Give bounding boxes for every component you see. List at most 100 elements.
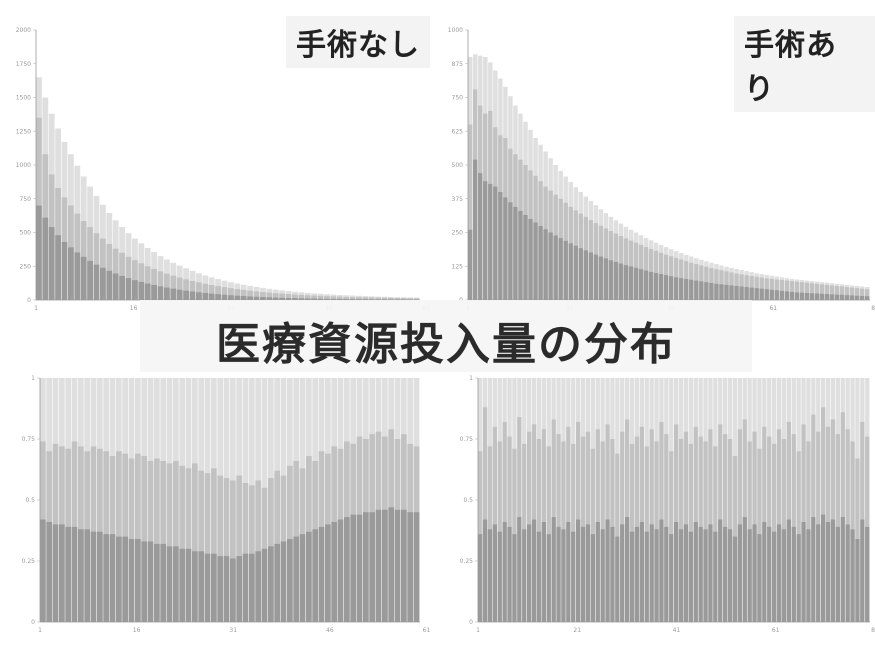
bar bbox=[65, 526, 72, 622]
bar bbox=[654, 529, 659, 622]
bar bbox=[330, 296, 337, 300]
bar bbox=[512, 534, 517, 622]
bar bbox=[610, 526, 615, 622]
bar bbox=[523, 214, 528, 300]
chart-svg-top-right: 01252503755006257508751000121416181 bbox=[448, 27, 875, 312]
bar bbox=[394, 509, 401, 622]
bar bbox=[228, 295, 234, 300]
bar bbox=[242, 482, 249, 622]
bar bbox=[183, 279, 189, 300]
y-tick-label: 750 bbox=[20, 196, 32, 203]
bar bbox=[80, 256, 87, 300]
bar bbox=[468, 124, 473, 300]
bar bbox=[317, 295, 324, 300]
bar bbox=[762, 521, 767, 622]
bar bbox=[138, 263, 145, 300]
bar bbox=[112, 273, 119, 300]
bar bbox=[566, 521, 571, 622]
bar bbox=[669, 276, 674, 300]
bar bbox=[679, 278, 684, 300]
bar bbox=[648, 271, 654, 300]
bar bbox=[781, 529, 787, 622]
bar bbox=[55, 235, 61, 300]
bar bbox=[503, 197, 508, 300]
bar bbox=[688, 531, 693, 622]
bar bbox=[598, 256, 604, 300]
bar bbox=[605, 519, 610, 622]
bar bbox=[325, 524, 331, 622]
x-tick-label: 61 bbox=[423, 627, 431, 634]
bar bbox=[784, 280, 790, 300]
bar bbox=[304, 298, 311, 300]
bar bbox=[864, 289, 870, 300]
bar bbox=[806, 529, 811, 622]
y-tick-label: 0.25 bbox=[460, 558, 474, 565]
bar bbox=[185, 468, 192, 622]
bar bbox=[543, 229, 548, 300]
x-tick-label: 21 bbox=[573, 627, 581, 634]
bar bbox=[689, 279, 694, 300]
bar bbox=[279, 293, 285, 300]
x-tick-label: 16 bbox=[133, 627, 141, 634]
bar bbox=[663, 275, 669, 300]
bar bbox=[100, 267, 106, 300]
bar bbox=[855, 539, 860, 622]
bar bbox=[166, 546, 173, 622]
bar bbox=[608, 260, 614, 300]
bar bbox=[164, 273, 170, 300]
bar bbox=[779, 280, 784, 300]
bar bbox=[336, 296, 343, 301]
bar bbox=[176, 277, 183, 300]
bar bbox=[809, 293, 815, 300]
bar bbox=[381, 297, 388, 300]
bar bbox=[157, 271, 164, 300]
bar bbox=[819, 284, 825, 300]
bar bbox=[61, 241, 68, 300]
bar bbox=[311, 295, 317, 300]
bar bbox=[160, 543, 167, 622]
bar bbox=[48, 227, 55, 300]
bar bbox=[160, 460, 167, 622]
bar bbox=[744, 287, 749, 300]
title-banner: 医療資源投入量の分布 bbox=[140, 300, 752, 372]
bar bbox=[658, 274, 664, 300]
bar bbox=[518, 210, 523, 300]
bar bbox=[215, 286, 221, 300]
bar bbox=[147, 460, 154, 622]
bar bbox=[789, 291, 795, 300]
bar bbox=[388, 297, 394, 300]
bar bbox=[266, 292, 273, 300]
bar bbox=[573, 245, 578, 300]
bar bbox=[198, 470, 205, 622]
bar bbox=[786, 519, 791, 622]
bar bbox=[644, 531, 649, 622]
bar bbox=[318, 526, 325, 622]
bar bbox=[78, 529, 84, 622]
bar bbox=[106, 270, 113, 300]
bar bbox=[546, 534, 551, 622]
bar bbox=[769, 289, 774, 300]
y-tick-label: 250 bbox=[452, 230, 464, 237]
bar bbox=[240, 296, 247, 300]
bar bbox=[859, 288, 865, 300]
bar bbox=[144, 266, 151, 300]
bar bbox=[583, 250, 588, 300]
bar bbox=[223, 556, 230, 622]
bar bbox=[74, 252, 81, 300]
bar bbox=[324, 298, 330, 300]
x-tick-label: 16 bbox=[130, 305, 138, 312]
bar bbox=[242, 553, 249, 622]
bar bbox=[825, 521, 831, 622]
bar bbox=[588, 252, 594, 300]
bar bbox=[628, 266, 634, 300]
bar bbox=[664, 526, 669, 622]
bar bbox=[683, 524, 689, 622]
bar bbox=[478, 534, 483, 622]
bar bbox=[633, 267, 639, 300]
bar bbox=[513, 206, 518, 300]
bar bbox=[757, 534, 762, 622]
bar bbox=[93, 264, 100, 300]
bar bbox=[253, 291, 260, 300]
bar bbox=[350, 514, 357, 622]
x-tick-label: 31 bbox=[229, 627, 237, 634]
